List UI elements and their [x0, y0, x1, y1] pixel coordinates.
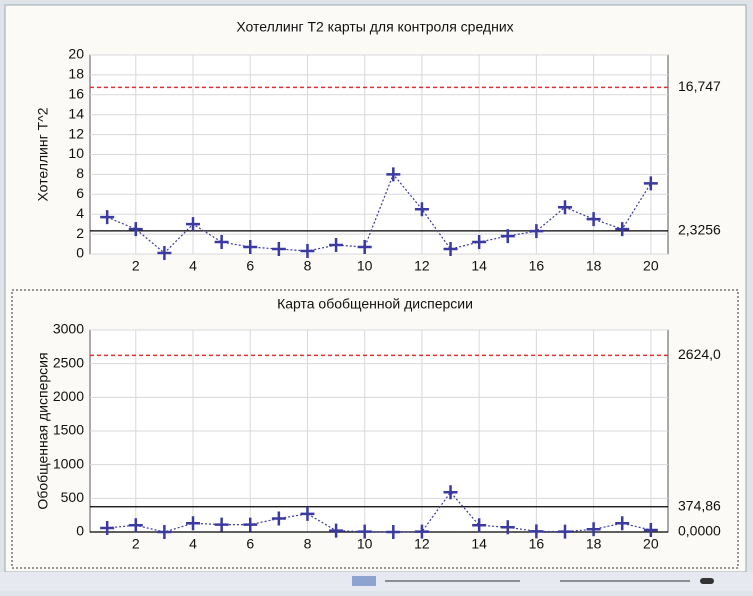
- point-marker: [186, 516, 201, 531]
- x-tick-label: 14: [471, 258, 487, 274]
- point-marker: [643, 522, 658, 537]
- x-tick-label: 20: [643, 536, 659, 552]
- toolbar-button[interactable]: [700, 578, 714, 584]
- control-limit-label: 0,0000: [678, 523, 721, 539]
- x-tick-label: 4: [189, 258, 197, 274]
- toolbar: [0, 572, 753, 591]
- point-marker: [329, 238, 344, 253]
- y-tick-label: 0: [76, 245, 84, 261]
- y-tick-label: 500: [61, 489, 85, 505]
- point-marker: [329, 523, 344, 538]
- point-marker: [243, 517, 258, 532]
- point-marker: [214, 517, 229, 532]
- control-limit-label: 16,747: [678, 78, 721, 94]
- point-marker: [300, 506, 315, 521]
- y-axis-label: Хотеллинг Т^2: [35, 107, 51, 201]
- y-axis-label: Обобщенная дисперсия: [35, 352, 51, 509]
- point-marker: [472, 518, 487, 533]
- control-limit-label: 374,86: [678, 497, 721, 513]
- y-tick-label: 0: [76, 523, 84, 539]
- point-marker: [586, 212, 601, 227]
- point-marker: [157, 525, 172, 539]
- series-line: [106, 173, 652, 254]
- point-marker: [557, 524, 572, 539]
- y-tick-label: 14: [68, 105, 84, 121]
- x-tick-label: 6: [246, 258, 254, 274]
- point-marker: [443, 242, 458, 257]
- point-marker: [128, 222, 143, 237]
- point-marker: [615, 516, 630, 531]
- point-marker: [300, 244, 315, 259]
- point-marker: [100, 520, 115, 535]
- y-tick-label: 20: [68, 46, 84, 62]
- y-tick-label: 3000: [53, 321, 84, 337]
- chart-title: Хотеллинг Т2 карты для контроля средних: [236, 19, 513, 35]
- control-limit-label: 2624,0: [678, 346, 721, 362]
- point-marker: [414, 524, 429, 539]
- x-tick-label: 2: [132, 258, 140, 274]
- point-marker: [357, 240, 372, 255]
- point-marker: [500, 520, 515, 535]
- point-marker: [186, 217, 201, 232]
- x-tick-label: 4: [189, 536, 197, 552]
- y-tick-label: 16: [68, 86, 84, 102]
- y-tick-label: 10: [68, 145, 84, 161]
- point-marker: [386, 525, 401, 539]
- point-marker: [243, 240, 258, 255]
- x-tick-label: 16: [529, 258, 545, 274]
- point-marker: [643, 176, 658, 191]
- point-marker: [586, 522, 601, 537]
- control-limit-label: 2,3256: [678, 222, 721, 238]
- x-tick-label: 6: [246, 536, 254, 552]
- x-tick-label: 2: [132, 536, 140, 552]
- x-tick-label: 20: [643, 258, 659, 274]
- point-marker: [357, 524, 372, 539]
- point-marker: [157, 246, 172, 261]
- x-tick-label: 8: [304, 258, 312, 274]
- x-tick-label: 18: [586, 258, 602, 274]
- point-marker: [271, 242, 286, 257]
- y-tick-label: 6: [76, 185, 84, 201]
- point-marker: [386, 167, 401, 182]
- y-tick-label: 2: [76, 225, 84, 241]
- chart-title: Карта обобщенной дисперсии: [277, 296, 473, 312]
- point-marker: [529, 224, 544, 239]
- x-tick-label: 12: [414, 258, 430, 274]
- x-tick-label: 18: [586, 536, 602, 552]
- y-tick-label: 8: [76, 165, 84, 181]
- y-tick-label: 1000: [53, 455, 84, 471]
- selection-frame: [11, 289, 739, 569]
- point-marker: [529, 524, 544, 539]
- point-marker: [500, 229, 515, 244]
- y-tick-label: 2000: [53, 388, 84, 404]
- y-tick-label: 2500: [53, 354, 84, 370]
- point-marker: [100, 210, 115, 225]
- point-marker: [214, 235, 229, 250]
- x-tick-label: 12: [414, 536, 430, 552]
- y-tick-label: 1500: [53, 422, 84, 438]
- point-marker: [443, 485, 458, 500]
- x-tick-label: 8: [304, 536, 312, 552]
- y-tick-label: 12: [68, 125, 84, 141]
- x-tick-label: 10: [357, 258, 373, 274]
- y-tick-label: 18: [68, 66, 84, 82]
- x-tick-label: 10: [357, 536, 373, 552]
- point-marker: [128, 518, 143, 533]
- point-marker: [414, 202, 429, 217]
- x-tick-label: 16: [529, 536, 545, 552]
- point-marker: [615, 222, 630, 237]
- toolbar-swatch[interactable]: [352, 576, 376, 586]
- y-tick-label: 4: [76, 205, 84, 221]
- x-tick-label: 14: [471, 536, 487, 552]
- point-marker: [472, 235, 487, 250]
- point-marker: [557, 200, 572, 215]
- point-marker: [271, 511, 286, 526]
